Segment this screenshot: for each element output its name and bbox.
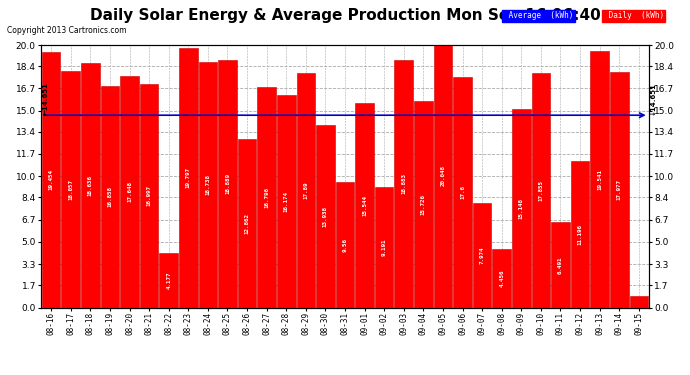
Bar [375, 187, 393, 308]
Text: 9.191: 9.191 [382, 238, 386, 256]
Bar [199, 62, 217, 308]
Text: 9.56: 9.56 [342, 238, 348, 252]
Bar [218, 60, 237, 308]
Text: 16.796: 16.796 [264, 187, 269, 208]
Text: Copyright 2013 Cartronics.com: Copyright 2013 Cartronics.com [7, 26, 126, 35]
Bar [629, 296, 648, 307]
Text: 17.855: 17.855 [538, 180, 543, 201]
Bar [61, 70, 80, 308]
Bar [473, 203, 491, 308]
Bar [512, 109, 531, 308]
Bar [316, 124, 335, 308]
Text: 18.889: 18.889 [225, 173, 230, 194]
Bar [238, 139, 257, 308]
Text: 17.6: 17.6 [460, 185, 465, 199]
Bar [551, 222, 570, 308]
Bar [81, 63, 99, 308]
Text: 16.997: 16.997 [147, 186, 152, 207]
Bar [101, 86, 119, 308]
Bar [277, 95, 295, 308]
Text: 18.883: 18.883 [402, 173, 406, 194]
Text: ↓14.651: ↓14.651 [649, 82, 656, 115]
Bar [159, 253, 178, 308]
Text: 20.048: 20.048 [440, 165, 446, 186]
Text: 15.544: 15.544 [362, 195, 367, 216]
Text: 19.541: 19.541 [597, 169, 602, 190]
Text: 12.862: 12.862 [244, 213, 250, 234]
Text: 19.797: 19.797 [186, 167, 191, 188]
Text: 11.196: 11.196 [578, 224, 582, 245]
Text: 7.974: 7.974 [480, 246, 484, 264]
Bar [355, 104, 374, 308]
Bar [493, 249, 511, 308]
Text: 15.726: 15.726 [421, 194, 426, 215]
Text: 4.456: 4.456 [499, 270, 504, 287]
Bar [140, 84, 159, 308]
Bar [453, 76, 472, 308]
Text: Daily  (kWh): Daily (kWh) [604, 11, 664, 20]
Text: 18.057: 18.057 [68, 178, 73, 200]
Text: ←14.651: ←14.651 [42, 82, 48, 115]
Text: 17.648: 17.648 [127, 181, 132, 202]
Text: 6.491: 6.491 [558, 256, 563, 274]
Bar [395, 60, 413, 308]
Text: 17.89: 17.89 [304, 182, 308, 199]
Text: 4.177: 4.177 [166, 272, 171, 289]
Text: 18.636: 18.636 [88, 175, 93, 196]
Bar [257, 87, 276, 308]
Bar [571, 160, 589, 308]
Bar [531, 73, 550, 308]
Text: 15.148: 15.148 [519, 198, 524, 219]
Text: 19.454: 19.454 [49, 170, 54, 190]
Text: Average  (kWh): Average (kWh) [504, 11, 573, 20]
Bar [179, 48, 197, 308]
Bar [610, 72, 629, 308]
Text: 16.174: 16.174 [284, 191, 288, 212]
Text: 18.738: 18.738 [206, 174, 210, 195]
Bar [591, 51, 609, 308]
Bar [42, 52, 61, 308]
Text: 16.858: 16.858 [108, 186, 112, 207]
Bar [336, 182, 354, 308]
Text: 13.938: 13.938 [323, 206, 328, 226]
Bar [414, 101, 433, 308]
Bar [433, 44, 452, 308]
Bar [297, 73, 315, 308]
Title: Daily Solar Energy & Average Production Mon Sep 16 06:40: Daily Solar Energy & Average Production … [90, 8, 600, 23]
Text: 17.977: 17.977 [617, 179, 622, 200]
Bar [120, 76, 139, 307]
